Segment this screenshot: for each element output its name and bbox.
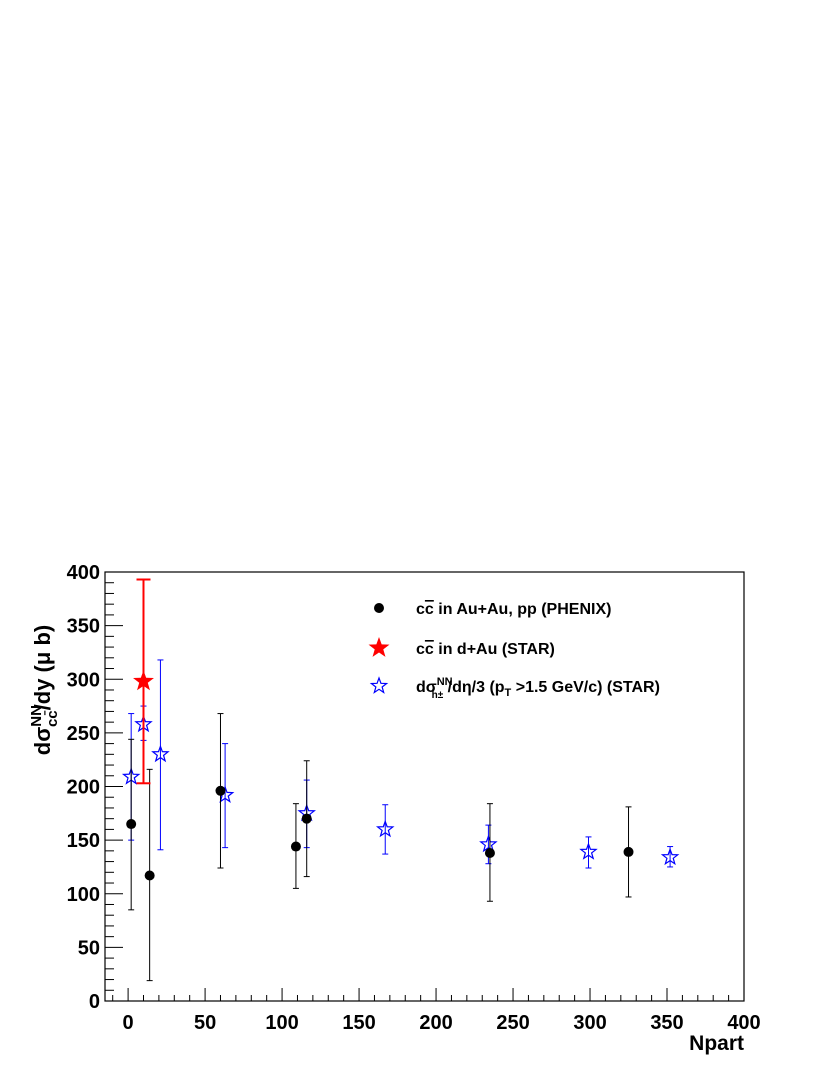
y-axis-title-prefix: dσ: [30, 727, 55, 756]
x-tick-label: 300: [573, 1012, 606, 1034]
data-marks: [121, 578, 680, 982]
legend: cc in Au+Au, pp (PHENIX) cc in d+Au (STA…: [368, 601, 660, 701]
x-tick-label: 0: [123, 1012, 134, 1034]
legend-marker: [369, 676, 389, 694]
y-axis-title-suffix: /dy (μ b): [30, 625, 55, 711]
y-tick-label: 350: [67, 616, 100, 638]
legend-marker: [368, 637, 390, 657]
y-axis-title: dσNNcc̄/dy (μ b): [28, 625, 61, 755]
plot-frame: [104, 571, 745, 1002]
y-axis-title-sup: NN: [28, 705, 45, 727]
y-tick-label: 50: [78, 937, 100, 959]
data-point: [133, 670, 154, 691]
x-tick-label: 400: [727, 1012, 760, 1034]
data-point: [484, 847, 495, 858]
x-tick-label: 150: [342, 1012, 375, 1034]
x-tick-label: 250: [496, 1012, 529, 1034]
y-tick-label: 200: [67, 777, 100, 799]
legend-label-star-dau: cc in d+Au (STAR): [416, 641, 555, 658]
data-point: [215, 785, 226, 796]
legend-label-star-hadron: dσNN h± /dη/3 (pT >1.5 GeV/c) (STAR): [416, 676, 660, 701]
data-point: [290, 841, 301, 852]
x-tick-label: 200: [419, 1012, 452, 1034]
data-point: [623, 846, 634, 857]
y-tick-label: 0: [89, 991, 100, 1013]
x-axis-title: Npart: [689, 1032, 744, 1055]
legend-marker: [374, 603, 384, 613]
axes: 0 50 100 150 200 250 300 350 400 0 50 100 150 200 250 3…: [67, 562, 761, 1034]
data-point: [375, 819, 395, 838]
data-point: [660, 847, 680, 866]
legend-markers: [368, 603, 390, 694]
y-axis-title-sub: cc̄: [43, 710, 61, 727]
data-point: [579, 842, 598, 860]
legend-label-phenix: cc in Au+Au, pp (PHENIX): [416, 601, 611, 618]
y-tick-label: 300: [67, 669, 100, 691]
x-tick-label: 350: [650, 1012, 683, 1034]
data-point: [151, 744, 170, 763]
data-point: [479, 834, 498, 853]
y-tick-label: 250: [67, 723, 100, 745]
data-point: [301, 813, 312, 824]
data-point: [126, 819, 137, 830]
y-tick-label: 150: [67, 830, 100, 852]
y-tick-label: 400: [67, 562, 100, 584]
legend-bar-c: c: [425, 601, 434, 618]
data-point: [144, 870, 155, 881]
y-tick-label: 100: [67, 884, 100, 906]
x-tick-label: 100: [265, 1012, 298, 1034]
x-tick-label: 50: [194, 1012, 216, 1034]
